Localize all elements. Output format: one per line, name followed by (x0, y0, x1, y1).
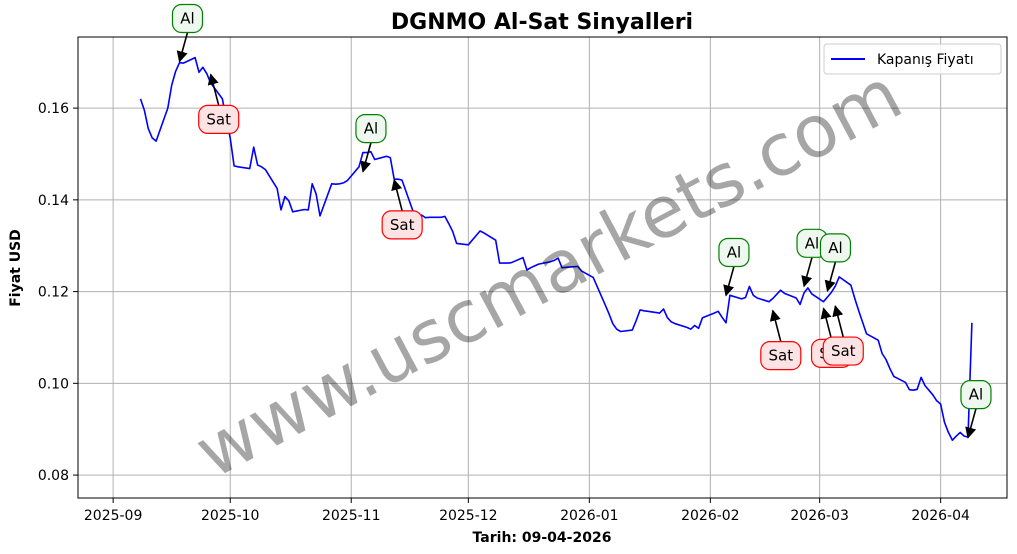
signal-arrow (723, 266, 735, 297)
signal-arrow (391, 178, 403, 212)
x-axis: 2025-09 2025-10 2025-11 2025-12 2026-01 2026-… (84, 498, 970, 524)
signal-label: Al (364, 120, 378, 138)
al-signal: Al (171, 3, 204, 63)
price-line (139, 56, 973, 442)
x-tick-label: 2025-10 (201, 508, 260, 524)
signal-box (960, 380, 992, 410)
y-axis: 0.08 0.10 0.12 0.14 0.16 (38, 101, 78, 484)
x-tick-label: 2026-01 (560, 508, 619, 524)
plot-area (139, 56, 973, 442)
signal-arrow (820, 307, 833, 340)
x-tick-label: 2026-02 (681, 508, 740, 524)
signal-arrow (801, 257, 813, 288)
signal-arrow (832, 304, 845, 338)
legend-label: Kapanış Fiyatı (877, 52, 974, 68)
plot-frame (77, 36, 1008, 499)
x-tick-label: 2026-04 (911, 508, 970, 524)
sat-signal: Sat (822, 304, 864, 366)
watermark: www.uscmarkets.com (182, 51, 915, 494)
x-tick-label: 2025-09 (84, 508, 143, 524)
signal-arrow (769, 309, 782, 342)
signal-arrow (207, 73, 220, 106)
annotations: AlSatAlSatAlSatAlSatAlSatAl (171, 3, 992, 439)
y-axis-label: Fiyat USD (8, 229, 24, 307)
signal-label: Sat (206, 110, 231, 128)
sat-signal: Sat (198, 73, 240, 135)
signal-label: Al (180, 10, 194, 28)
signal-box (381, 210, 423, 240)
signal-label: Sat (768, 347, 793, 365)
legend: Kapanış Fiyatı (823, 43, 1002, 75)
sat-signal: Sat (760, 309, 802, 371)
al-signal: Al (960, 380, 992, 439)
signal-label: Sat (831, 342, 856, 360)
signal-box (819, 233, 852, 263)
signal-box (198, 104, 240, 135)
signal-label: Al (805, 234, 819, 252)
signal-box (355, 114, 387, 144)
signal-label: Sat (390, 216, 415, 234)
y-tick-label: 0.14 (38, 193, 69, 209)
y-tick-label: 0.08 (38, 468, 69, 484)
signal-arrow (360, 142, 372, 173)
grid (78, 37, 1007, 498)
y-tick-label: 0.12 (38, 285, 69, 301)
x-axis-label: Tarih: 09-04-2026 (473, 530, 612, 546)
signal-label: Al (828, 239, 842, 257)
x-tick-label: 2026-03 (790, 508, 849, 524)
signal-box (718, 237, 750, 268)
signal-arrow (824, 261, 837, 292)
signal-label: Al (727, 243, 741, 261)
y-tick-label: 0.16 (38, 101, 69, 117)
al-signal: Al (819, 233, 852, 292)
chart-title: DGNMO Al-Sat Sinyalleri (391, 10, 693, 35)
signal-box (822, 336, 864, 366)
x-tick-label: 2025-12 (439, 508, 498, 524)
x-tick-label: 2025-11 (322, 508, 381, 524)
signal-box (171, 3, 204, 34)
signal-box (760, 341, 802, 371)
sat-signal: Sat (381, 178, 423, 240)
signal-arrow (965, 408, 977, 439)
legend-box (823, 43, 1002, 75)
al-signal: Al (355, 114, 387, 173)
al-signal: Al (718, 237, 750, 297)
signal-label: Al (969, 386, 983, 404)
y-tick-label: 0.10 (38, 376, 69, 392)
